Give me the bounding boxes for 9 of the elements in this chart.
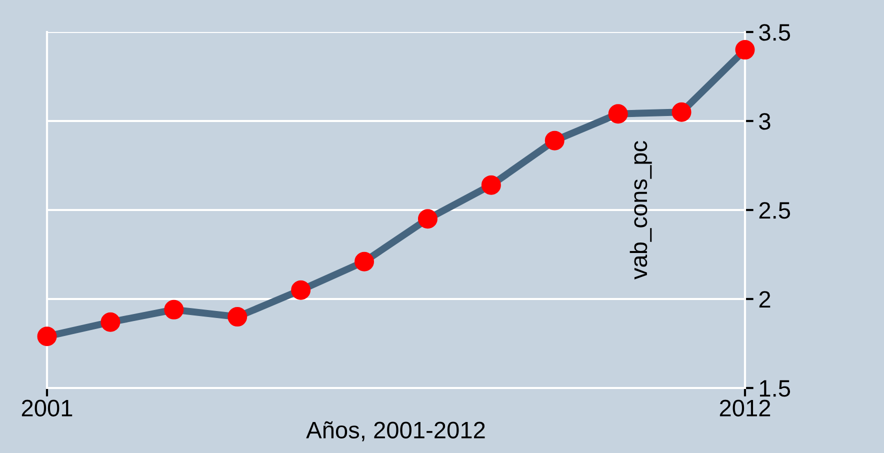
y-axis-title: vab_cons_pc [630, 141, 652, 280]
y-tick-label: 3.5 [759, 24, 790, 41]
x-axis-title: Años, 2001-2012 [306, 421, 485, 442]
x-tick-label: 2001 [22, 400, 72, 416]
y-tick-label: 2.5 [759, 202, 790, 219]
y-tick-label: 1.5 [760, 380, 790, 397]
y-tick-label: 3 [759, 113, 770, 130]
x-tick-label: 2012 [720, 400, 770, 416]
y-tick-label: 2 [759, 291, 770, 308]
